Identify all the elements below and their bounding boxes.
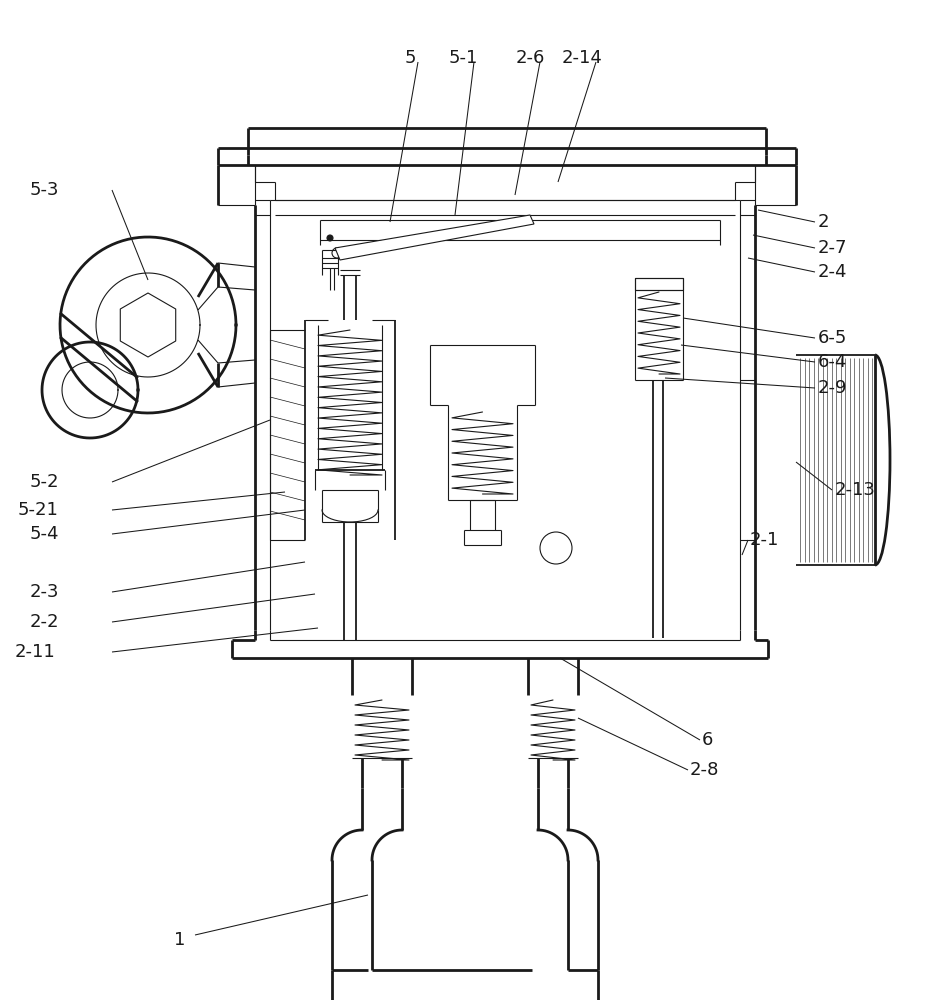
Text: 2-2: 2-2	[30, 613, 59, 631]
Text: 6-5: 6-5	[818, 329, 847, 347]
Text: 2-14: 2-14	[562, 49, 602, 67]
Text: 2-9: 2-9	[818, 379, 848, 397]
Text: 6-4: 6-4	[818, 353, 847, 371]
Text: 5: 5	[404, 49, 416, 67]
Text: 5-21: 5-21	[18, 501, 59, 519]
Text: 2-13: 2-13	[835, 481, 876, 499]
Text: 5-2: 5-2	[30, 473, 59, 491]
Polygon shape	[120, 293, 175, 357]
Text: 2-8: 2-8	[690, 761, 719, 779]
Circle shape	[540, 532, 572, 564]
Text: 2-4: 2-4	[818, 263, 848, 281]
Text: 2-3: 2-3	[30, 583, 59, 601]
Text: 2-6: 2-6	[515, 49, 545, 67]
Text: 5-1: 5-1	[448, 49, 477, 67]
Text: 5-4: 5-4	[30, 525, 59, 543]
Text: 6: 6	[702, 731, 714, 749]
Text: 5-3: 5-3	[30, 181, 59, 199]
Circle shape	[327, 235, 333, 241]
Circle shape	[332, 248, 342, 258]
Text: 2-7: 2-7	[818, 239, 848, 257]
Bar	[635, 278, 683, 290]
Text: 2-11: 2-11	[15, 643, 55, 661]
Text: 2: 2	[818, 213, 829, 231]
Text: 2-1: 2-1	[750, 531, 779, 549]
Text: 1: 1	[174, 931, 185, 949]
Polygon shape	[335, 215, 534, 260]
